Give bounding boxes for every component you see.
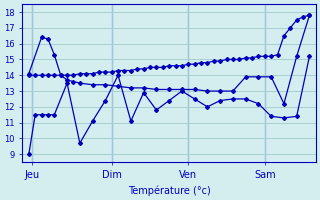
X-axis label: Température (°c): Température (°c) [128, 185, 211, 196]
